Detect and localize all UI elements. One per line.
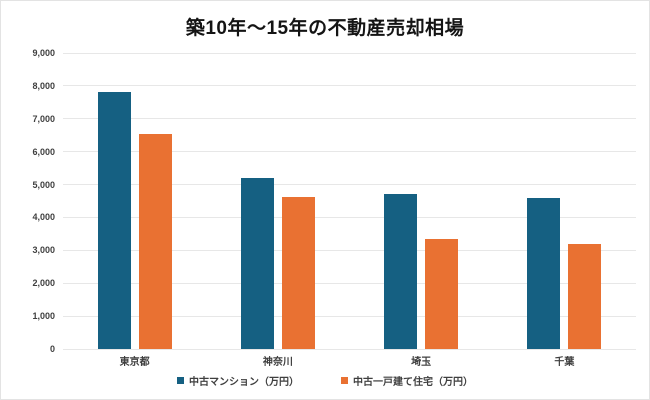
y-tick-label: 1,000 [32,311,55,322]
bar-group-2 [206,53,349,349]
plot-area [63,52,636,350]
legend-swatch-icon [341,377,348,384]
legend-label: 中古マンション（万円） [189,377,299,388]
bar-group-1 [63,53,206,349]
gridline [63,348,636,350]
gridline [63,85,636,87]
bar-series-1-group-4 [527,197,561,349]
chart-title: 築10年〜15年の不動産売却相場 [185,18,465,39]
bar-group-4 [493,53,636,349]
gridline [63,184,636,186]
x-tick-label: 埼玉 [411,357,432,368]
x-axis-labels: 東京都 神奈川 埼玉 千葉 [63,353,636,368]
gridline [63,249,636,251]
y-tick-label: 2,000 [32,278,55,289]
y-tick-label: 9,000 [32,48,55,58]
bar-series-2-group-1 [138,133,172,349]
gridline [63,216,636,218]
y-tick-label: 7,000 [32,113,55,124]
y-tick-label: 6,000 [32,146,55,157]
bar-series-2-group-3 [425,238,459,349]
bar-series-2-group-2 [281,197,315,349]
legend-item-2: 中古一戸建て住宅（万円） [341,373,473,388]
legend-label: 中古一戸建て住宅（万円） [353,377,473,388]
gridline [63,282,636,284]
bar-series-1-group-1 [97,92,131,349]
gridline [63,118,636,120]
y-tick-label: 4,000 [32,212,55,223]
bar-series-2-group-4 [568,243,602,349]
y-tick-label: 5,000 [32,179,55,190]
bar-groups [63,53,636,349]
legend-item-1: 中古マンション（万円） [177,373,299,388]
gridline [63,52,636,54]
legend: 中古マンション（万円） 中古一戸建て住宅（万円） [1,373,649,388]
y-tick-label: 0 [49,344,55,354]
gridline [63,315,636,317]
x-tick-label: 東京都 [119,357,150,368]
gridline [63,151,636,153]
bar-series-1-group-3 [384,194,418,349]
legend-swatch-icon [177,377,184,384]
y-tick-label: 3,000 [32,245,55,256]
y-axis-labels: 0 1,000 2,000 3,000 4,000 5,000 6,000 7,000 8,00… [9,48,55,354]
bar-series-1-group-2 [240,177,274,349]
bar-group-3 [350,53,493,349]
y-tick-label: 8,000 [32,80,55,91]
x-tick-label: 神奈川 [262,357,293,368]
gridlines [63,52,636,350]
x-tick-label: 千葉 [554,357,575,368]
